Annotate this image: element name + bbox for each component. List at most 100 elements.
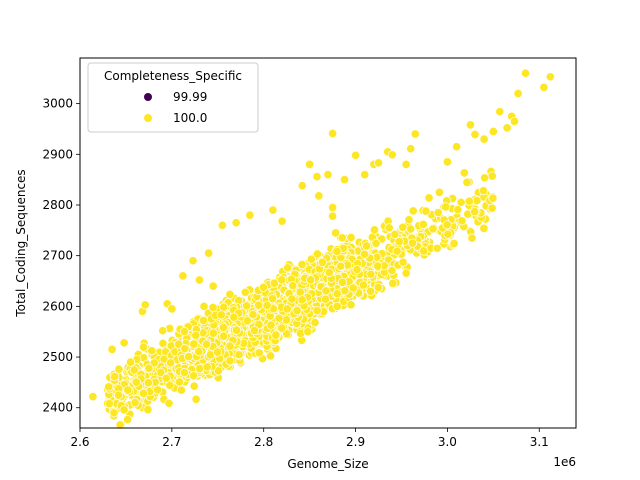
data-point — [194, 347, 204, 357]
data-point — [188, 256, 198, 266]
data-point — [123, 385, 133, 395]
x-tick-label: 2.9 — [346, 435, 365, 449]
data-point — [147, 346, 157, 356]
data-point — [442, 157, 452, 167]
data-point — [213, 366, 223, 376]
data-point — [138, 388, 149, 398]
data-point — [271, 330, 281, 340]
data-point — [339, 175, 350, 185]
x-offset-label: 1e6 — [553, 455, 576, 469]
data-point — [332, 301, 342, 311]
data-point — [283, 263, 293, 273]
data-point — [119, 338, 129, 348]
data-point — [328, 211, 338, 221]
legend-box — [87, 62, 259, 133]
data-point — [138, 342, 149, 352]
data-point — [180, 344, 190, 354]
data-point — [287, 294, 297, 304]
data-point — [312, 305, 322, 316]
data-point — [479, 134, 489, 144]
y-tick-label: 2800 — [42, 198, 73, 212]
data-point — [184, 352, 194, 362]
data-point — [242, 316, 252, 326]
data-point — [310, 318, 320, 328]
data-point — [107, 344, 117, 354]
data-point — [332, 246, 342, 256]
data-point — [282, 329, 292, 339]
y-tick-label: 2700 — [42, 249, 73, 263]
data-point — [153, 385, 163, 395]
data-point — [225, 341, 235, 351]
data-point — [212, 347, 223, 357]
data-point — [487, 171, 497, 181]
data-point — [295, 287, 305, 297]
data-point — [143, 378, 153, 388]
data-point — [321, 286, 331, 296]
data-point — [457, 216, 467, 226]
data-point — [198, 315, 209, 326]
y-tick-label: 2600 — [42, 299, 73, 313]
data-point — [418, 219, 428, 229]
data-point — [361, 241, 372, 251]
data-point — [452, 142, 462, 152]
data-point — [208, 302, 218, 313]
data-point — [387, 266, 397, 276]
data-point — [248, 310, 258, 320]
data-point — [520, 68, 531, 78]
plot-frame — [79, 57, 577, 429]
y-tick-label: 2900 — [42, 147, 73, 161]
y-tick-label: 2400 — [42, 401, 73, 415]
data-point — [314, 191, 324, 201]
data-point — [130, 398, 140, 408]
data-point — [191, 394, 201, 404]
data-point — [390, 229, 400, 239]
data-point — [488, 126, 498, 137]
data-point — [229, 312, 239, 322]
data-point — [324, 267, 334, 277]
data-point — [401, 268, 411, 278]
data-point — [464, 196, 474, 206]
data-point — [231, 325, 242, 335]
data-point — [312, 172, 322, 182]
data-point — [369, 225, 380, 235]
data-point — [164, 398, 174, 408]
legend-marker-100-0 — [144, 114, 152, 122]
data-point — [392, 246, 402, 256]
data-point — [434, 187, 444, 197]
data-point — [432, 243, 442, 253]
data-point — [346, 232, 356, 243]
data-point — [189, 381, 199, 391]
data-point — [166, 358, 176, 368]
x-axis-label: Genome_Size — [287, 457, 368, 471]
legend: Completeness_Specific 99.99 100.0 — [87, 62, 259, 133]
data-point — [245, 210, 255, 220]
data-point — [115, 420, 125, 430]
points-layer — [88, 68, 555, 430]
data-point — [297, 181, 307, 191]
data-point — [453, 205, 463, 215]
data-point — [306, 254, 316, 264]
data-point — [462, 177, 472, 187]
data-point — [419, 246, 429, 256]
data-point — [179, 327, 189, 337]
data-point — [140, 300, 150, 310]
data-point — [509, 116, 520, 126]
data-point — [201, 339, 212, 349]
data-point — [406, 224, 416, 234]
data-point — [394, 237, 404, 247]
data-point — [410, 129, 420, 139]
data-point — [478, 186, 489, 196]
data-point — [144, 363, 154, 373]
legend-marker-99-99 — [144, 93, 152, 101]
data-point — [360, 249, 370, 259]
data-point — [202, 362, 212, 372]
data-point — [219, 331, 229, 341]
data-point — [306, 275, 316, 285]
data-point — [305, 159, 315, 169]
data-point — [109, 408, 119, 418]
data-point — [131, 377, 141, 387]
data-point — [208, 328, 218, 338]
data-point — [234, 350, 244, 360]
data-point — [387, 150, 397, 160]
data-point — [407, 238, 418, 248]
